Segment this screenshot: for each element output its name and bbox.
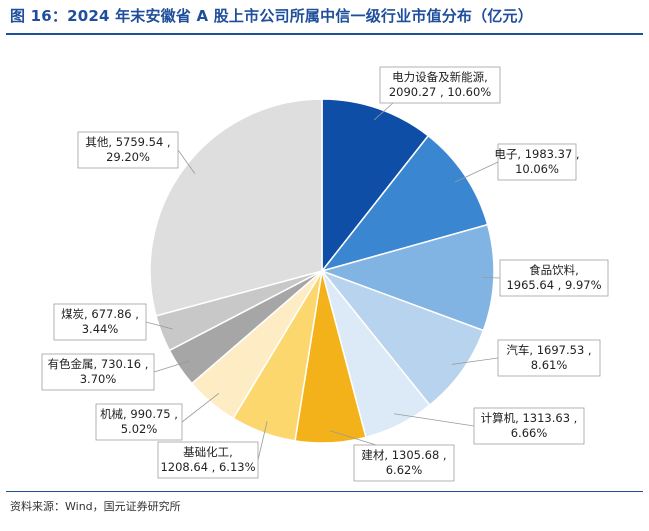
leader-line-11: [177, 149, 196, 174]
leader-line-5: [394, 413, 475, 427]
footer-rule: [6, 491, 643, 492]
slice-label-11-line-1: 其他, 5759.54 ,: [85, 135, 170, 149]
leader-line-4: [451, 357, 499, 365]
slice-label-8-line-2: 5.02%: [121, 422, 158, 436]
slice-label-6-line-2: 6.62%: [386, 463, 423, 477]
callout-box-4: [497, 339, 601, 377]
slice-label-2-line-2: 10.06%: [515, 162, 559, 176]
pie-slice-1: [321, 98, 430, 274]
slice-label-4-line-1: 汽车, 1697.53 ,: [506, 343, 591, 357]
callout-box-7: [157, 441, 259, 479]
slice-label-8-line-1: 机械, 990.75 ,: [100, 407, 178, 421]
callout-box-5: [473, 407, 585, 445]
callout-box-2: [497, 143, 577, 181]
source-note: 资料来源：Wind，国元证券研究所: [10, 500, 181, 513]
slice-label-4-line-2: 8.61%: [531, 358, 568, 372]
slice-label-9-line-2: 3.70%: [80, 372, 117, 386]
callout-box-9: [41, 353, 155, 391]
slice-label-7-line-1: 基础化工,: [183, 445, 233, 459]
slice-label-11-line-2: 29.20%: [106, 150, 150, 164]
leader-line-7: [257, 421, 268, 461]
leader-line-3: [481, 277, 501, 279]
callout-box-11: [77, 131, 179, 169]
slice-label-10-line-1: 煤炭, 677.86 ,: [61, 307, 139, 321]
pie-slice-2: [319, 134, 489, 273]
slice-label-1-line-1: 电力设备及新能源,: [392, 70, 488, 84]
leader-line-10: [145, 321, 174, 330]
slice-label-7-line-2: 1208.64 , 6.13%: [160, 460, 255, 474]
slice-label-5-line-2: 6.66%: [511, 426, 548, 440]
callout-box-8: [95, 403, 183, 441]
pie-slice-4: [319, 269, 485, 407]
leader-line-8: [181, 392, 220, 423]
callout-box-1: [379, 66, 501, 104]
slice-label-2-line-1: 电子, 1983.37 ,: [494, 147, 579, 161]
pie-slice-11: [149, 98, 323, 317]
callout-box-6: [353, 444, 455, 482]
leader-line-2: [454, 161, 499, 183]
chart-title: 图 16：2024 年末安徽省 A 股上市公司所属中信一级行业市值分布（亿元）: [10, 7, 533, 25]
title-rule: [6, 33, 643, 35]
slice-label-3-line-2: 1965.64 , 9.97%: [506, 278, 601, 292]
slice-label-10-line-2: 3.44%: [82, 322, 119, 336]
slice-label-9-line-1: 有色金属, 730.16 ,: [48, 357, 149, 371]
slice-label-6-line-1: 建材, 1305.68 ,: [361, 448, 446, 462]
slice-label-3-line-1: 食品饮料,: [529, 263, 579, 277]
callout-box-3: [499, 259, 609, 297]
leader-line-9: [153, 360, 190, 373]
slice-label-1-line-2: 2090.27 , 10.60%: [389, 85, 491, 99]
leader-line-6: [329, 430, 377, 446]
slice-label-5-line-1: 计算机, 1313.63 ,: [481, 411, 578, 425]
callout-box-10: [53, 303, 147, 341]
leader-line-1: [374, 102, 394, 121]
